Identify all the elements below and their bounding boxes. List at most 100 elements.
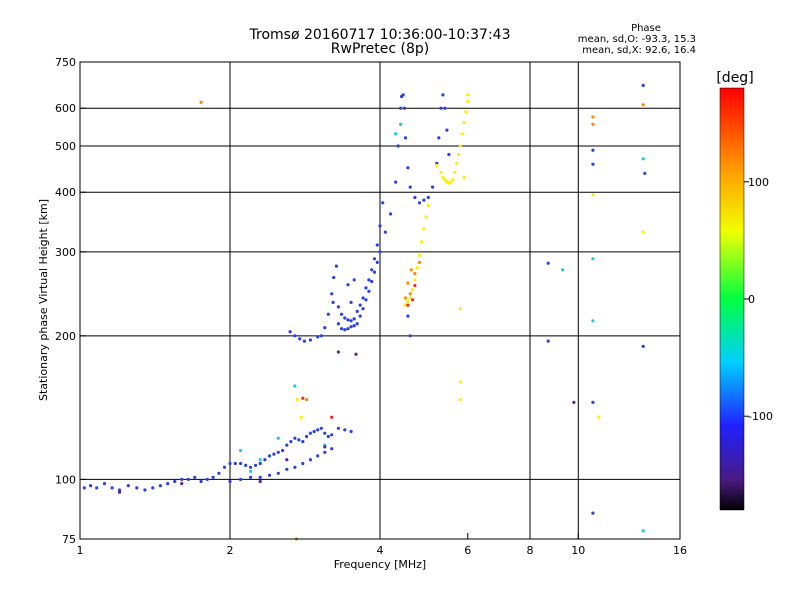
data-point — [426, 195, 430, 200]
data-point — [316, 428, 320, 432]
data-point — [394, 132, 398, 136]
data-point — [403, 136, 408, 140]
data-point — [343, 328, 347, 332]
data-point — [453, 170, 457, 175]
data-point — [330, 292, 334, 296]
data-point — [591, 400, 595, 404]
y-tick-label: 750 — [55, 56, 76, 69]
chart-subtitle: RwPretec (8p) — [331, 41, 429, 57]
x-axis-ticks: 1 2 4 6 8 10 16 — [77, 533, 687, 557]
data-point — [394, 180, 398, 184]
data-point — [408, 185, 412, 189]
data-point — [312, 429, 316, 434]
y-tick-label: 200 — [55, 330, 76, 343]
data-point — [293, 436, 297, 440]
x-tick-label: 1 — [77, 544, 84, 557]
data-point — [186, 477, 190, 481]
data-point — [308, 431, 312, 435]
data-point — [89, 484, 93, 488]
data-point — [228, 461, 232, 466]
data-point — [641, 529, 645, 533]
data-point — [591, 193, 595, 197]
data-point — [413, 283, 417, 288]
data-point — [346, 318, 350, 322]
data-point — [408, 292, 412, 296]
data-point — [330, 433, 334, 437]
data-point — [82, 486, 86, 490]
data-point — [135, 486, 139, 490]
data-point — [102, 482, 107, 486]
colorbar-label: [deg] — [716, 70, 753, 86]
data-point — [415, 266, 419, 270]
data-point — [591, 115, 595, 119]
data-point — [276, 471, 280, 475]
data-point — [343, 428, 347, 432]
data-point — [336, 305, 340, 309]
data-point — [458, 398, 462, 402]
data-point — [597, 415, 601, 419]
data-point — [276, 450, 280, 454]
data-point — [158, 484, 162, 488]
data-point — [441, 93, 445, 97]
data-point — [399, 106, 403, 110]
data-point — [126, 484, 130, 488]
data-point — [367, 289, 371, 293]
data-point — [233, 461, 237, 466]
data-point — [299, 415, 303, 419]
data-point — [249, 469, 253, 473]
phase-stats-o: mean, sd,O: -93.3, 15.3 — [578, 34, 696, 45]
data-point — [302, 339, 306, 343]
data-point — [285, 443, 289, 447]
data-point — [258, 458, 262, 462]
data-point — [308, 338, 312, 342]
data-point — [641, 103, 645, 107]
data-point — [276, 436, 280, 440]
data-point — [591, 122, 595, 126]
data-point — [301, 440, 305, 444]
x-tick-label: 8 — [527, 544, 534, 557]
data-point — [426, 204, 430, 208]
data-point — [336, 322, 340, 326]
data-point — [352, 324, 356, 328]
data-point — [332, 275, 336, 280]
data-point — [319, 426, 323, 430]
data-point — [462, 120, 466, 125]
data-point — [401, 93, 405, 97]
data-point — [406, 281, 410, 285]
data-point — [641, 344, 645, 348]
data-point — [406, 303, 410, 307]
y-axis-label: Stationary phase Virtual Height [km] — [37, 199, 50, 401]
data-point — [546, 261, 550, 265]
data-point — [323, 450, 327, 454]
y-tick-label: 500 — [55, 140, 76, 153]
data-point — [422, 227, 426, 231]
data-point — [334, 264, 338, 268]
data-point — [591, 511, 595, 515]
data-point — [458, 307, 462, 311]
data-point — [95, 486, 99, 490]
data-point — [408, 334, 412, 338]
data-point — [305, 434, 309, 439]
data-point — [358, 303, 362, 307]
data-point — [340, 312, 344, 316]
y-tick-label: 600 — [55, 102, 76, 115]
data-point — [199, 479, 203, 484]
data-point — [323, 431, 327, 435]
data-point — [411, 288, 415, 292]
data-point — [464, 110, 468, 114]
data-point — [297, 438, 301, 442]
data-point — [343, 316, 347, 320]
data-point — [285, 458, 289, 462]
data-point — [406, 166, 410, 170]
data-point — [456, 152, 461, 157]
data-point — [572, 400, 576, 404]
data-point — [180, 477, 184, 481]
data-point — [591, 162, 595, 166]
y-tick-label: 300 — [55, 246, 76, 259]
x-tick-label: 4 — [377, 544, 384, 557]
data-point — [375, 260, 379, 264]
data-point — [281, 448, 285, 453]
data-point — [349, 319, 353, 323]
data-point — [239, 461, 243, 466]
data-point — [458, 144, 462, 148]
